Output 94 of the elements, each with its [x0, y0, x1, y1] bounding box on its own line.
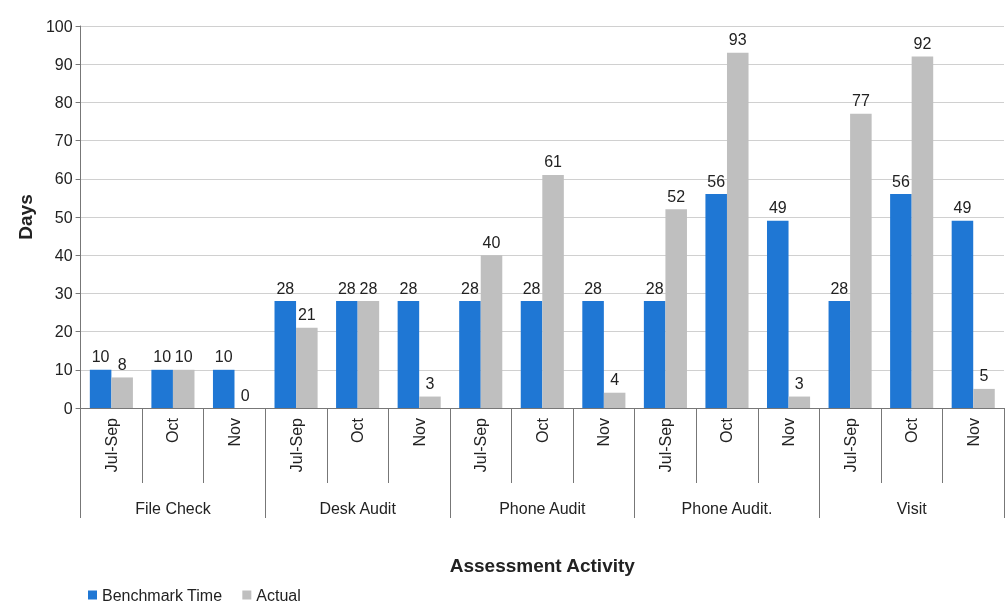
data-label: 10: [91, 348, 110, 366]
x-tick-label: Jul-Sep: [472, 417, 490, 473]
bar: [520, 301, 543, 408]
data-label: 28: [276, 279, 295, 297]
data-label: 56: [891, 172, 910, 190]
x-tick-label: Nov: [780, 418, 798, 447]
bar: [274, 301, 297, 408]
data-label: 28: [830, 279, 849, 297]
bar: [582, 301, 604, 408]
data-label: 77: [851, 92, 870, 110]
x-tick-label: Oct: [903, 417, 921, 443]
bar: [212, 369, 235, 408]
text: Phone Audit.: [681, 499, 773, 517]
y-tick-label: 80: [54, 93, 73, 111]
data-label: 4: [610, 371, 620, 389]
data-label: 3: [425, 375, 435, 393]
data-label: 5: [979, 367, 989, 385]
data-label: 49: [768, 199, 787, 217]
x-tick-label: Nov: [964, 418, 982, 447]
x-tick-label: Oct: [718, 417, 736, 443]
x-tick-label: Oct: [164, 417, 182, 443]
bar: [459, 301, 481, 408]
bar: [480, 255, 503, 408]
y-tick-label: 40: [54, 246, 73, 264]
bar: [397, 301, 420, 408]
bar: [766, 220, 789, 408]
legend-label: Actual: [256, 586, 301, 604]
y-tick-label: 30: [54, 284, 73, 302]
bar: [357, 301, 380, 408]
data-label: 52: [667, 187, 686, 205]
bar: [172, 369, 195, 408]
bar: [542, 174, 564, 408]
data-label: 10: [153, 348, 172, 366]
bar: [665, 209, 687, 408]
data-label: 56: [707, 172, 726, 190]
y-tick-label: 50: [54, 208, 73, 226]
y-tick-label: 60: [54, 170, 73, 188]
data-label: 10: [214, 348, 233, 366]
legend-label: Benchmark Time: [102, 586, 223, 604]
data-label: 92: [913, 35, 932, 53]
y-tick-label: 70: [54, 132, 73, 150]
data-label: 10: [174, 348, 193, 366]
y-tick-label: 90: [54, 55, 73, 73]
x-axis-title: Assessment Activity: [449, 555, 636, 576]
text: File Check: [135, 499, 212, 517]
data-label: 93: [728, 31, 747, 49]
text: Visit: [896, 499, 928, 517]
x-tick-label: Nov: [410, 418, 428, 447]
bar: [911, 56, 934, 408]
data-label: 28: [337, 279, 356, 297]
x-tick-label: Nov: [595, 418, 613, 447]
y-tick-label: 100: [45, 17, 73, 35]
bar: [419, 396, 441, 408]
bar: [828, 301, 851, 408]
bar: [788, 396, 811, 408]
x-tick-label: Jul-Sep: [102, 417, 120, 473]
x-tick-label: Jul-Sep: [287, 417, 305, 473]
data-label: 40: [482, 233, 501, 251]
bar: [890, 194, 912, 408]
x-tick-label: Jul-Sep: [841, 417, 859, 473]
x-tick-label: Oct: [349, 417, 367, 443]
bar: [643, 301, 666, 408]
data-label: 49: [953, 199, 972, 217]
y-tick-label: 20: [54, 323, 73, 341]
bar: [951, 220, 974, 408]
data-label: 0: [240, 386, 250, 404]
x-tick-label: Oct: [533, 417, 551, 443]
bar: [705, 194, 727, 408]
bar: [336, 301, 358, 408]
data-label: 21: [297, 306, 316, 324]
bar: [151, 369, 173, 408]
bar: [111, 377, 133, 408]
x-tick-label: Jul-Sep: [656, 417, 674, 473]
y-tick-label: 0: [63, 399, 73, 417]
y-tick-label: 10: [54, 361, 73, 379]
data-label: 3: [794, 375, 804, 393]
text: Phone Audit: [499, 499, 586, 517]
data-label: 28: [359, 279, 378, 297]
bar: [973, 388, 995, 408]
bar: [603, 392, 626, 408]
bar: [89, 369, 112, 408]
bar: [850, 113, 872, 408]
data-label: 28: [584, 279, 603, 297]
data-label: 8: [117, 355, 127, 373]
data-label: 28: [399, 279, 418, 297]
text: Desk Audit: [319, 499, 397, 517]
bar: [296, 327, 318, 408]
bar: [726, 52, 749, 408]
data-label: 28: [522, 279, 541, 297]
x-tick-label: Nov: [226, 418, 243, 447]
data-label: 61: [544, 153, 563, 171]
data-label: 28: [461, 279, 479, 297]
data-label: 28: [645, 279, 664, 297]
y-axis-title: Days: [15, 194, 36, 240]
